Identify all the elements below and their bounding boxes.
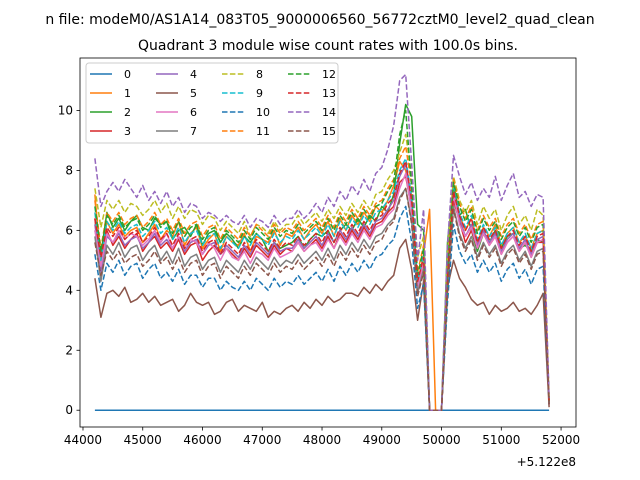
legend-label-1: 1 bbox=[124, 87, 131, 100]
legend-label-12: 12 bbox=[322, 68, 336, 81]
legend-label-14: 14 bbox=[322, 106, 336, 119]
y-tick-label: 10 bbox=[58, 103, 73, 117]
series-line-5 bbox=[94, 238, 550, 411]
y-tick-label: 4 bbox=[65, 283, 73, 297]
y-tick-label: 8 bbox=[65, 163, 73, 177]
x-tick-label: 45000 bbox=[124, 433, 162, 447]
chart-title: Quadrant 3 module wise count rates with … bbox=[138, 38, 518, 54]
legend-label-6: 6 bbox=[190, 106, 197, 119]
series-line-8 bbox=[94, 133, 550, 411]
series-line-15 bbox=[94, 187, 550, 411]
legend-label-7: 7 bbox=[190, 125, 197, 138]
y-tick-label: 2 bbox=[65, 343, 73, 357]
x-tick-label: 49000 bbox=[363, 433, 401, 447]
x-axis: 44000 45000 46000 47000 48000 49000 50000 51000… bbox=[64, 427, 580, 447]
y-tick-label: 0 bbox=[65, 403, 73, 417]
axes-frame bbox=[79, 57, 577, 428]
x-tick-label: 46000 bbox=[183, 433, 221, 447]
series-line-12 bbox=[94, 109, 550, 411]
legend-label-4: 4 bbox=[190, 68, 197, 81]
series-line-7 bbox=[94, 187, 550, 411]
series-line-4 bbox=[94, 163, 550, 411]
figure-suptitle: n file: modeM0/AS1A14_083T05_9000006560_… bbox=[45, 12, 594, 28]
series-line-14 bbox=[94, 73, 550, 411]
legend-label-9: 9 bbox=[256, 87, 263, 100]
series-line-6 bbox=[94, 172, 550, 411]
x-offset-label: +5.122e8 bbox=[517, 455, 576, 469]
series-line-1 bbox=[94, 160, 550, 411]
legend-box bbox=[85, 62, 339, 144]
x-tick-label: 50000 bbox=[422, 433, 460, 447]
plot-lines bbox=[94, 73, 550, 411]
x-tick-label: 52000 bbox=[542, 433, 580, 447]
legend-label-3: 3 bbox=[124, 125, 131, 138]
legend-label-5: 5 bbox=[190, 87, 197, 100]
legend-label-13: 13 bbox=[322, 87, 336, 100]
legend-label-8: 8 bbox=[256, 68, 263, 81]
y-tick-label: 6 bbox=[65, 223, 73, 237]
legend-label-0: 0 bbox=[124, 68, 131, 81]
legend-label-10: 10 bbox=[256, 106, 270, 119]
x-tick-label: 47000 bbox=[243, 433, 281, 447]
legend-label-2: 2 bbox=[124, 106, 131, 119]
y-axis: 0 2 4 6 8 10 bbox=[58, 103, 80, 417]
legend-label-11: 11 bbox=[256, 125, 270, 138]
x-tick-label: 48000 bbox=[303, 433, 341, 447]
x-tick-label: 51000 bbox=[482, 433, 520, 447]
x-tick-label: 44000 bbox=[64, 433, 102, 447]
series-line-9 bbox=[94, 157, 550, 411]
legend-label-15: 15 bbox=[322, 125, 336, 138]
series-line-11 bbox=[94, 145, 550, 411]
series-line-13 bbox=[94, 160, 550, 411]
